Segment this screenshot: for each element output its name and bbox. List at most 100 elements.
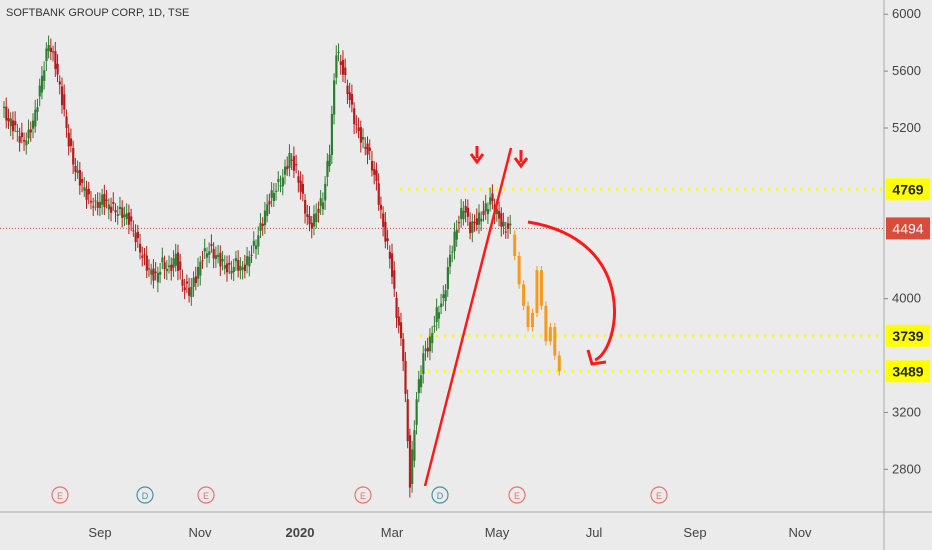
candle-body: [23, 139, 26, 142]
candle-body: [500, 213, 503, 227]
level-label: 3739: [892, 328, 923, 344]
candle-body: [118, 206, 122, 210]
candle-body: [257, 235, 260, 247]
candle-body: [393, 270, 396, 289]
projection-curve-arrowhead: [586, 349, 607, 366]
candle-body: [277, 178, 280, 183]
candle-body: [163, 262, 166, 269]
down-arrow-2-head: [513, 157, 529, 169]
candle-body: [337, 52, 340, 54]
candle-body: [27, 129, 30, 139]
level-label-bg: [886, 324, 930, 347]
y-tick-label: 6000: [892, 6, 921, 21]
candle-body: [190, 286, 193, 298]
candle-body: [72, 148, 75, 165]
candle-body: [266, 204, 269, 216]
level-label-bg: [886, 360, 930, 383]
candle-body: [446, 267, 449, 290]
y-tick-label: 3200: [892, 404, 921, 419]
level-label: 4769: [892, 181, 923, 197]
candle-body: [435, 307, 438, 322]
candle-body: [324, 183, 327, 201]
candle-body: [219, 252, 222, 267]
candle-body: [404, 360, 407, 394]
candle-body: [317, 208, 320, 213]
candle-body: [112, 201, 115, 204]
x-tick-label: Nov: [788, 525, 812, 540]
candle-body: [288, 152, 291, 168]
candle-body: [509, 223, 512, 226]
candle-body: [333, 80, 336, 115]
event-marker-label: E: [360, 491, 366, 501]
candle-body: [89, 200, 93, 203]
candle-body: [411, 449, 414, 485]
candle-body: [123, 214, 126, 217]
candle-body: [489, 197, 492, 205]
candle-body: [18, 136, 21, 143]
candle-body: [319, 198, 322, 206]
candle-body: [98, 201, 102, 209]
x-tick-label: Sep: [88, 525, 111, 540]
candle-body: [92, 206, 95, 208]
candle-body: [134, 232, 137, 243]
candle-body: [54, 51, 57, 69]
candle-body: [145, 255, 148, 271]
candle-body: [484, 203, 487, 212]
candle-body: [67, 132, 70, 147]
candle-body: [466, 207, 470, 217]
candle-body: [232, 267, 235, 273]
candle-body: [292, 156, 296, 171]
candle-body: [110, 206, 113, 213]
candle-body: [237, 260, 240, 271]
candle-body: [60, 86, 64, 106]
candle-body: [261, 223, 264, 226]
candle-body: [344, 67, 347, 75]
candle-body: [270, 190, 273, 198]
candle-body: [415, 399, 418, 425]
candle-body: [29, 129, 32, 133]
candle-body: [413, 430, 416, 461]
candle-body: [217, 254, 220, 257]
candle-body: [397, 316, 400, 326]
candle-body: [246, 256, 249, 266]
candle-body: [141, 255, 144, 258]
candle-body: [159, 271, 162, 275]
candle-body: [346, 85, 349, 95]
candle-body: [181, 279, 184, 286]
candle-body: [156, 272, 160, 283]
candle-body: [391, 253, 394, 277]
candle-body: [188, 287, 191, 296]
candle-body: [40, 75, 44, 93]
candle-body: [341, 59, 345, 75]
candle-body: [114, 210, 117, 213]
candle-body: [63, 94, 66, 110]
candle-body: [440, 303, 443, 308]
candle-body: [254, 245, 258, 250]
candle-body: [201, 260, 204, 262]
event-marker-label: E: [57, 491, 63, 501]
candle-body: [375, 170, 378, 182]
candle-body: [326, 160, 329, 177]
last-price-label-bg: [886, 217, 930, 240]
candle-body: [417, 379, 420, 394]
candle-body: [241, 267, 244, 270]
candle-body: [301, 183, 305, 194]
candle-body: [107, 204, 111, 210]
chart-title: SOFTBANK GROUP CORP, 1D, TSE: [6, 7, 190, 19]
candle-body: [368, 147, 371, 151]
candle-body: [150, 269, 153, 275]
candle-body: [45, 48, 48, 62]
candle-body: [20, 132, 24, 138]
candle-body: [275, 190, 278, 192]
candle-body: [268, 200, 271, 205]
candle-body: [399, 322, 403, 339]
candle-body: [480, 218, 483, 222]
y-tick-label: 5200: [892, 120, 921, 135]
candle-body: [205, 253, 209, 258]
candle-body: [408, 435, 412, 488]
candle-body: [199, 261, 202, 276]
candle-body: [321, 202, 325, 210]
y-tick-label: 4000: [892, 291, 921, 306]
candle-body: [161, 257, 164, 263]
